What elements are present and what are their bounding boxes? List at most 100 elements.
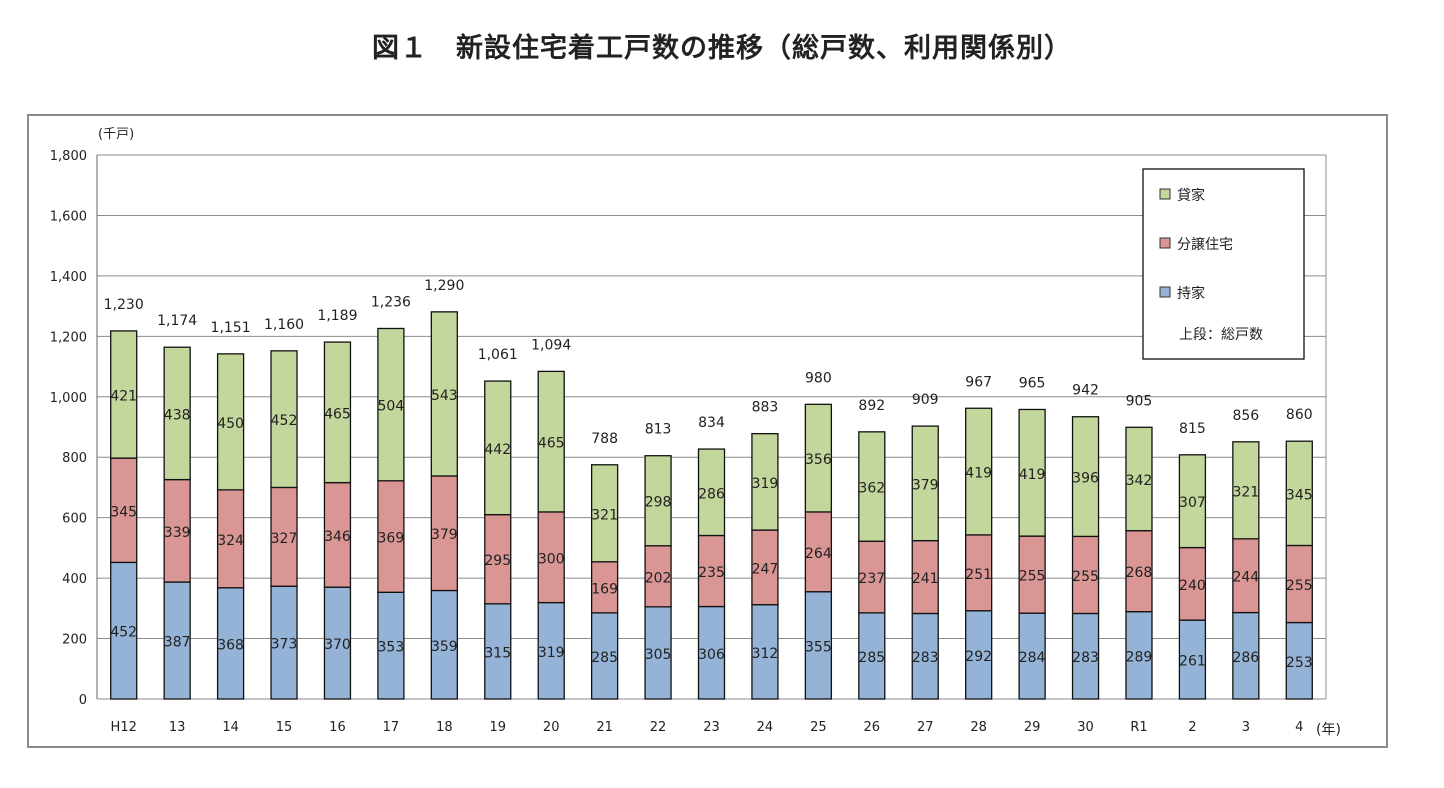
total-value-label: 905 [1126, 393, 1153, 409]
bar-segment [1285, 621, 1313, 700]
bar-segment [216, 587, 245, 700]
segment-value-label: 251 [965, 567, 992, 583]
total-value-label: 1,151 [211, 320, 251, 336]
legend-label: 分譲住宅 [1177, 237, 1233, 253]
bar-segment [644, 455, 672, 547]
segment-value-label: 369 [378, 531, 405, 547]
bar-segment [163, 581, 191, 700]
bar-segment [430, 475, 458, 592]
segment-value-label: 396 [1072, 471, 1099, 487]
bar-segment [965, 610, 993, 700]
segment-value-label: 355 [805, 639, 832, 655]
segment-value-label: 312 [752, 646, 779, 662]
bar-segment [270, 350, 298, 489]
segment-value-label: 295 [484, 553, 511, 569]
x-tick-label: 28 [970, 720, 987, 735]
y-tick-label: 1,200 [50, 330, 87, 345]
bar-segment [858, 612, 886, 700]
x-tick-label: 15 [276, 720, 293, 735]
segment-value-label: 244 [1232, 570, 1259, 586]
segment-value-label: 379 [431, 527, 458, 543]
legend-swatch [1159, 237, 1171, 249]
segment-value-label: 421 [110, 389, 137, 405]
segment-value-label: 442 [484, 442, 511, 458]
total-value-label: 834 [698, 415, 725, 431]
x-tick-label: 27 [917, 720, 934, 735]
segment-value-label: 307 [1179, 495, 1206, 511]
legend-label: 貸家 [1177, 187, 1205, 204]
bar-segment [323, 341, 352, 484]
bar-segment [484, 513, 512, 605]
segment-value-label: 327 [271, 531, 298, 547]
bar-segment [590, 612, 619, 700]
segment-value-label: 419 [1019, 467, 1046, 483]
bar-segment [537, 601, 565, 700]
x-tick-label: 19 [489, 720, 506, 735]
total-value-label: 1,174 [157, 313, 197, 329]
segment-value-label: 324 [217, 533, 244, 549]
x-axis-label: (年) [1316, 722, 1341, 738]
bar-segment [1178, 619, 1207, 700]
bar-segment [377, 480, 405, 593]
legend-label: 持家 [1177, 285, 1205, 302]
segment-value-label: 283 [912, 650, 939, 666]
total-value-label: 856 [1232, 408, 1259, 424]
segment-value-label: 504 [378, 399, 405, 415]
segment-value-label: 419 [965, 466, 992, 482]
bar-segment [965, 407, 993, 536]
total-value-label: 980 [805, 370, 832, 386]
y-tick-label: 400 [62, 572, 87, 587]
bar-segment [377, 591, 405, 700]
x-tick-label: 29 [1024, 720, 1041, 735]
segment-value-label: 315 [484, 645, 511, 661]
segment-value-label: 268 [1126, 565, 1153, 581]
segment-value-label: 339 [164, 525, 191, 541]
bar-segment [216, 353, 245, 491]
total-value-label: 909 [912, 392, 939, 408]
segment-value-label: 452 [110, 625, 137, 641]
segment-value-label: 452 [271, 413, 298, 429]
bar-segment [1018, 535, 1046, 614]
segment-value-label: 169 [591, 581, 618, 597]
segment-value-label: 306 [698, 647, 725, 663]
x-tick-label: 22 [650, 720, 667, 735]
bar-segment [270, 585, 298, 700]
total-value-label: 942 [1072, 383, 1099, 399]
segment-value-label: 465 [538, 436, 565, 452]
chart-title: 図１ 新設住宅着工戸数の推移（総戸数、利用関係別） [372, 33, 1072, 64]
bar-segment [1285, 440, 1313, 547]
legend-note: 上段：総戸数 [1179, 327, 1263, 343]
segment-value-label: 235 [698, 565, 725, 581]
bar-segment [377, 327, 405, 482]
total-value-label: 1,061 [478, 347, 518, 363]
segment-value-label: 264 [805, 546, 832, 562]
segment-value-label: 300 [538, 551, 565, 567]
legend-swatch [1159, 188, 1171, 200]
segment-value-label: 345 [110, 504, 137, 520]
x-tick-label: 20 [543, 720, 560, 735]
segment-value-label: 362 [858, 481, 885, 497]
segment-value-label: 319 [752, 476, 779, 492]
segment-value-label: 253 [1286, 655, 1313, 671]
segment-value-label: 387 [164, 635, 191, 651]
segment-value-label: 346 [324, 529, 351, 545]
bar-segment [644, 606, 672, 700]
segment-value-label: 202 [645, 570, 672, 586]
total-value-label: 1,290 [424, 278, 464, 294]
segment-value-label: 286 [1232, 650, 1259, 666]
total-value-label: 1,230 [104, 297, 144, 313]
x-tick-label: R1 [1130, 720, 1147, 735]
total-value-label: 1,236 [371, 294, 411, 310]
segment-value-label: 368 [217, 637, 244, 653]
segment-value-label: 370 [324, 637, 351, 653]
legend-box [1142, 168, 1305, 360]
x-tick-label: 30 [1077, 720, 1094, 735]
y-axis-label: (千戸) [98, 127, 134, 142]
x-tick-label: 13 [169, 720, 186, 735]
y-tick-label: 1,000 [50, 391, 87, 406]
bar-segment [751, 604, 779, 700]
segment-value-label: 285 [858, 650, 885, 666]
total-value-label: 813 [645, 422, 672, 438]
bar-segment [858, 431, 886, 542]
total-value-label: 860 [1286, 407, 1313, 423]
